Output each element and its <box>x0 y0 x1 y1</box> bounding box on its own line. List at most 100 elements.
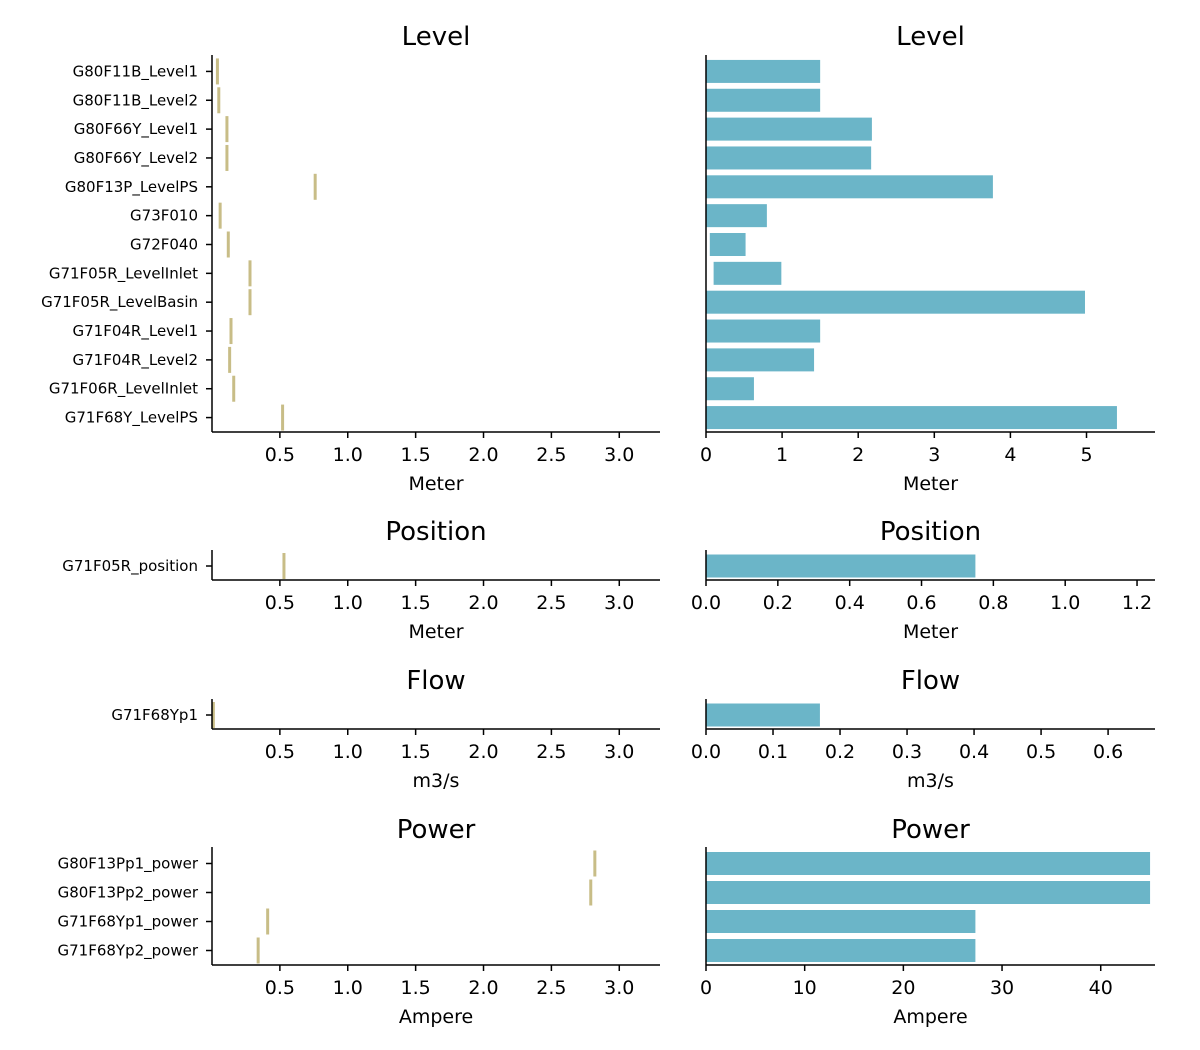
bar <box>706 406 1117 430</box>
panel-flow-bar: Flow 0.0 0.1 0.2 0.3 0.4 0.5 0.6 m3/s <box>691 666 1155 792</box>
x-tick-label: 10 <box>793 977 817 999</box>
bar <box>713 261 782 285</box>
bar <box>706 939 976 962</box>
category-label: G80F66Y_Level1 <box>74 120 198 139</box>
panel-title: Position <box>880 517 981 547</box>
x-tick-label: 3.0 <box>604 444 634 466</box>
x-tick-label: 2.5 <box>536 444 566 466</box>
x-tick-label: 0.1 <box>758 741 788 763</box>
bar <box>706 319 821 343</box>
bar <box>706 852 1151 875</box>
x-tick-label: 0 <box>700 444 712 466</box>
x-tick-label: 1 <box>776 444 788 466</box>
bar <box>706 117 872 141</box>
x-tick-label: 1.0 <box>1050 592 1080 614</box>
category-label: G71F68Yp1 <box>111 706 198 724</box>
x-axis-label: Meter <box>408 473 463 495</box>
category-label: G80F66Y_Level2 <box>74 149 198 168</box>
x-tick-label: 0.2 <box>825 741 855 763</box>
x-tick-label: 0.8 <box>978 592 1008 614</box>
x-tick-label: 1.5 <box>401 741 431 763</box>
x-tick-label: 3 <box>928 444 940 466</box>
x-tick-label: 0.6 <box>906 592 936 614</box>
x-tick-label: 1.0 <box>333 977 363 999</box>
x-tick-label: 2.0 <box>468 592 498 614</box>
bar <box>706 175 993 199</box>
x-tick-label: 0.2 <box>763 592 793 614</box>
x-tick-label: 2.0 <box>468 977 498 999</box>
x-tick-label: 0.5 <box>265 592 295 614</box>
category-label: G80F13Pp1_power <box>58 855 199 874</box>
x-tick-label: 0.5 <box>265 444 295 466</box>
panel-title: Level <box>402 22 471 52</box>
panel-title: Flow <box>406 666 465 696</box>
x-tick-label: 0.6 <box>1093 741 1123 763</box>
panel-flow-range: Flow G71F68Yp1 0.5 1.0 1.5 2.0 2.5 3.0 m3/s <box>111 666 660 792</box>
bar <box>706 881 1151 904</box>
x-tick-label: 0.4 <box>835 592 865 614</box>
category-label: G71F04R_Level1 <box>73 322 199 341</box>
x-tick-label: 3.0 <box>604 592 634 614</box>
category-label: G80F11B_Level2 <box>73 91 198 110</box>
category-label: G80F13Pp2_power <box>58 884 199 903</box>
panel-power-range: Power G80F13Pp1_power G80F13Pp2_power G71F6… <box>57 815 660 1028</box>
bar <box>706 703 820 727</box>
x-tick-label: 2.5 <box>536 977 566 999</box>
panel-title: Level <box>896 22 965 52</box>
category-label: G72F040 <box>130 236 198 254</box>
category-label: G71F05R_LevelInlet <box>49 264 198 283</box>
panel-position-bar: Position 0.0 0.2 0.4 0.6 0.8 1.0 1.2 Meter <box>691 517 1155 643</box>
x-tick-label: 0.4 <box>959 741 989 763</box>
x-tick-label: 0.0 <box>691 592 721 614</box>
bar <box>706 59 821 83</box>
category-label: G71F06R_LevelInlet <box>49 380 198 399</box>
x-tick-label: 2.5 <box>536 592 566 614</box>
x-tick-label: 5 <box>1080 444 1092 466</box>
category-label: G71F68Yp1_power <box>57 913 198 932</box>
x-tick-label: 1.2 <box>1122 592 1152 614</box>
x-tick-label: 1.0 <box>333 741 363 763</box>
category-label: G73F010 <box>130 207 198 225</box>
x-tick-label: 1.5 <box>401 444 431 466</box>
x-tick-label: 2.5 <box>536 741 566 763</box>
panel-level-range: Level G80F11B_Level1 G80F11B_Level2 G80F66Y… <box>41 22 660 495</box>
category-label: G71F04R_Level2 <box>73 351 199 370</box>
x-axis-label: Meter <box>903 621 958 643</box>
x-tick-label: 0.3 <box>892 741 922 763</box>
category-label: G71F05R_position <box>62 557 198 576</box>
bar <box>706 204 767 228</box>
bar <box>706 146 872 170</box>
x-axis-label: Meter <box>903 473 958 495</box>
x-axis-label: Ampere <box>399 1006 473 1028</box>
panel-title: Power <box>397 815 476 845</box>
x-tick-label: 40 <box>1089 977 1113 999</box>
x-axis-label: m3/s <box>413 770 460 792</box>
x-axis-label: Ampere <box>893 1006 967 1028</box>
bar <box>706 910 976 933</box>
panel-title: Power <box>891 815 970 845</box>
category-label: G71F05R_LevelBasin <box>41 293 198 312</box>
x-tick-label: 3.0 <box>604 977 634 999</box>
bar <box>706 88 821 112</box>
panel-power-bar: Power 0 10 20 30 40 Ampere <box>700 815 1155 1028</box>
x-tick-label: 1.0 <box>333 592 363 614</box>
category-label: G80F11B_Level1 <box>73 62 198 81</box>
x-axis-label: Meter <box>408 621 463 643</box>
x-tick-label: 3.0 <box>604 741 634 763</box>
x-tick-label: 2.0 <box>468 444 498 466</box>
x-tick-label: 0.5 <box>265 741 295 763</box>
x-tick-label: 30 <box>990 977 1014 999</box>
panel-title: Flow <box>901 666 960 696</box>
x-tick-label: 0 <box>700 977 712 999</box>
bar <box>706 348 815 372</box>
x-tick-label: 2.0 <box>468 741 498 763</box>
x-tick-label: 0.5 <box>1026 741 1056 763</box>
x-tick-label: 4 <box>1004 444 1016 466</box>
x-tick-label: 1.0 <box>333 444 363 466</box>
bar <box>706 377 754 401</box>
x-tick-label: 1.5 <box>401 977 431 999</box>
x-tick-label: 0.0 <box>691 741 721 763</box>
x-tick-label: 1.5 <box>401 592 431 614</box>
panel-title: Position <box>385 517 486 547</box>
